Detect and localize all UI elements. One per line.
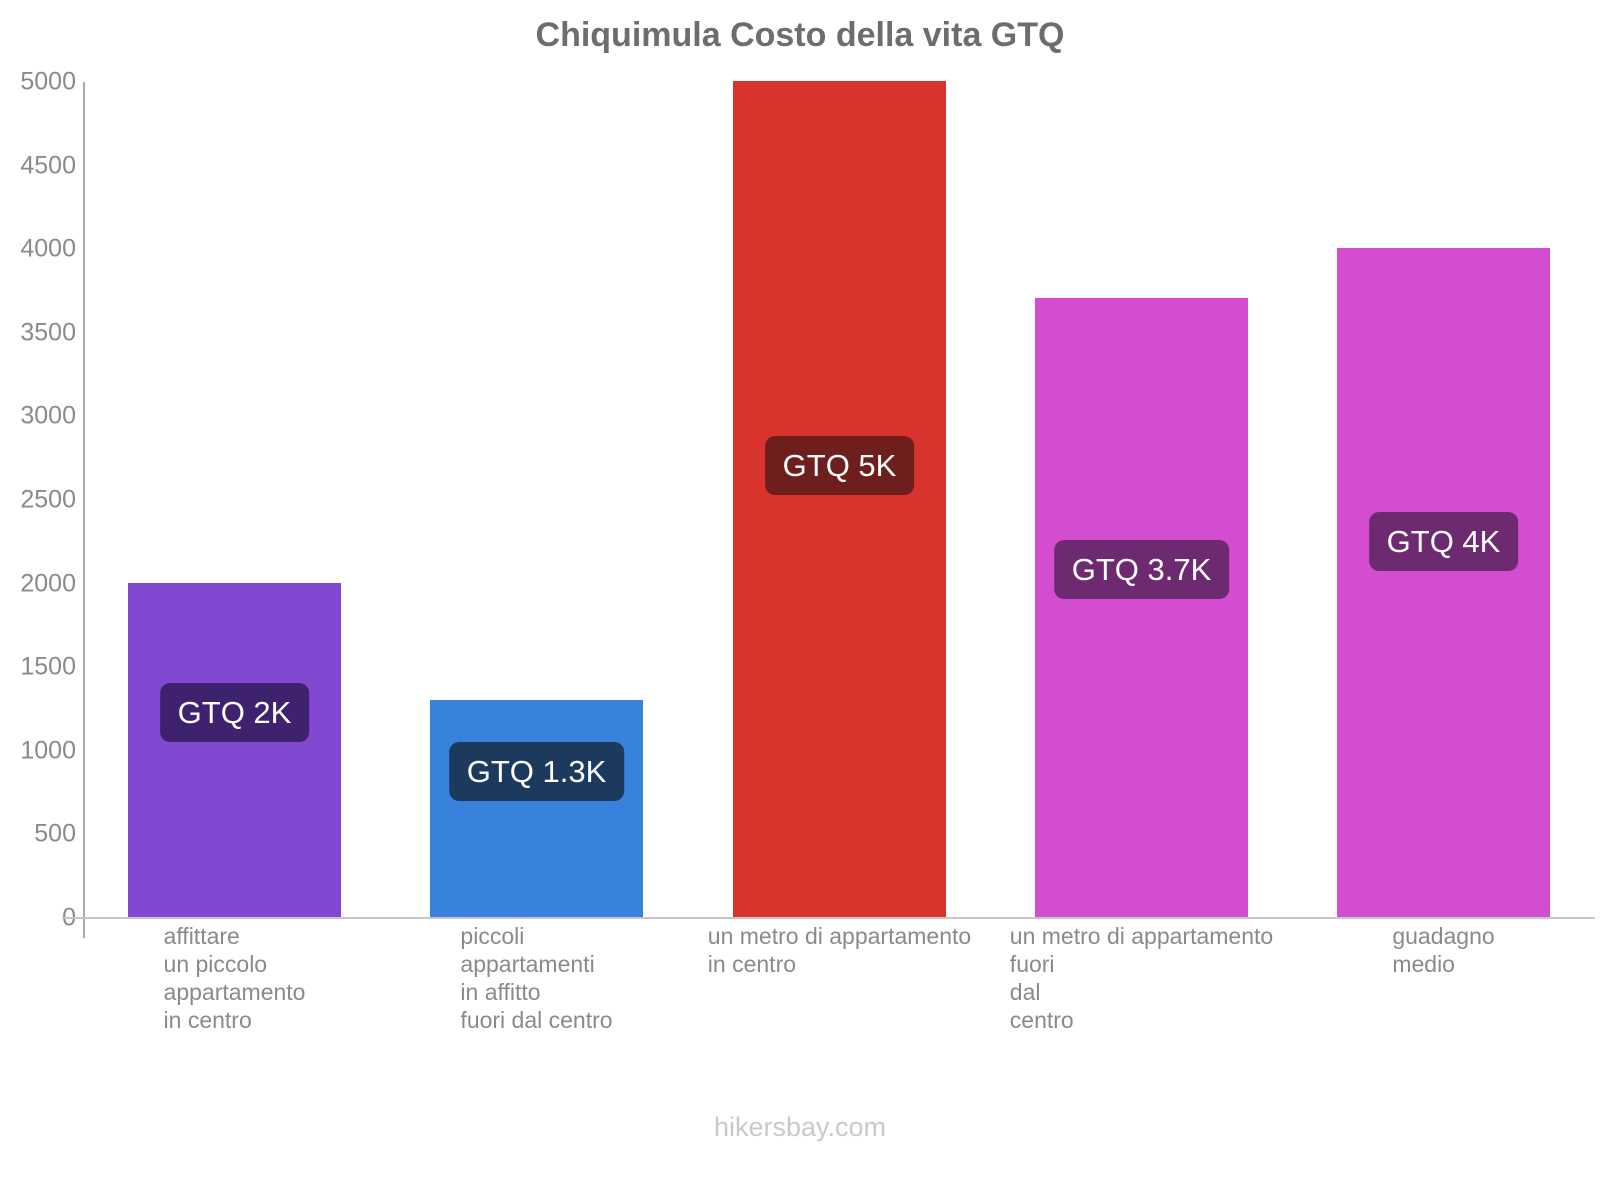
bar-value-badge: GTQ 1.3K bbox=[448, 742, 625, 801]
bar[interactable]: GTQ 1.3K bbox=[430, 700, 643, 917]
y-tick-label: 1500 bbox=[20, 652, 76, 681]
bar[interactable]: GTQ 2K bbox=[128, 583, 341, 917]
y-tick-label: 4000 bbox=[20, 234, 76, 263]
y-tick-label: 500 bbox=[34, 819, 76, 848]
x-category-label: un metro di appartamento fuori dal centro bbox=[1009, 923, 1274, 1033]
y-tick-label: 2500 bbox=[20, 485, 76, 514]
bar[interactable]: GTQ 4K bbox=[1337, 248, 1550, 917]
bar[interactable]: GTQ 5K bbox=[733, 81, 946, 917]
x-category-label: affittare un piccolo appartamento in centro bbox=[163, 923, 306, 1033]
x-category-label: guadagno medio bbox=[1392, 923, 1495, 977]
y-tick-label: 2000 bbox=[20, 569, 76, 598]
y-tick-label: 3000 bbox=[20, 401, 76, 430]
x-axis-line bbox=[62, 917, 1595, 919]
bar-value-badge: GTQ 3.7K bbox=[1053, 540, 1230, 599]
y-tick-label: 5000 bbox=[20, 67, 76, 96]
bar-value-badge: GTQ 5K bbox=[764, 436, 915, 495]
y-tick-label: 4500 bbox=[20, 151, 76, 180]
footer-watermark: hikersbay.com bbox=[713, 1112, 887, 1142]
y-tick-label: 3500 bbox=[20, 318, 76, 347]
y-tick-label: 1000 bbox=[20, 736, 76, 765]
y-axis-line bbox=[83, 82, 85, 938]
bar[interactable]: GTQ 3.7K bbox=[1035, 298, 1248, 917]
bar-value-badge: GTQ 4K bbox=[1368, 512, 1519, 571]
bar-value-badge: GTQ 2K bbox=[159, 683, 310, 742]
chart-title: Chiquimula Costo della vita GTQ bbox=[535, 16, 1065, 54]
x-category-label: un metro di appartamento in centro bbox=[707, 923, 972, 977]
x-category-label: piccoli appartamenti in affitto fuori dal c… bbox=[460, 923, 613, 1033]
